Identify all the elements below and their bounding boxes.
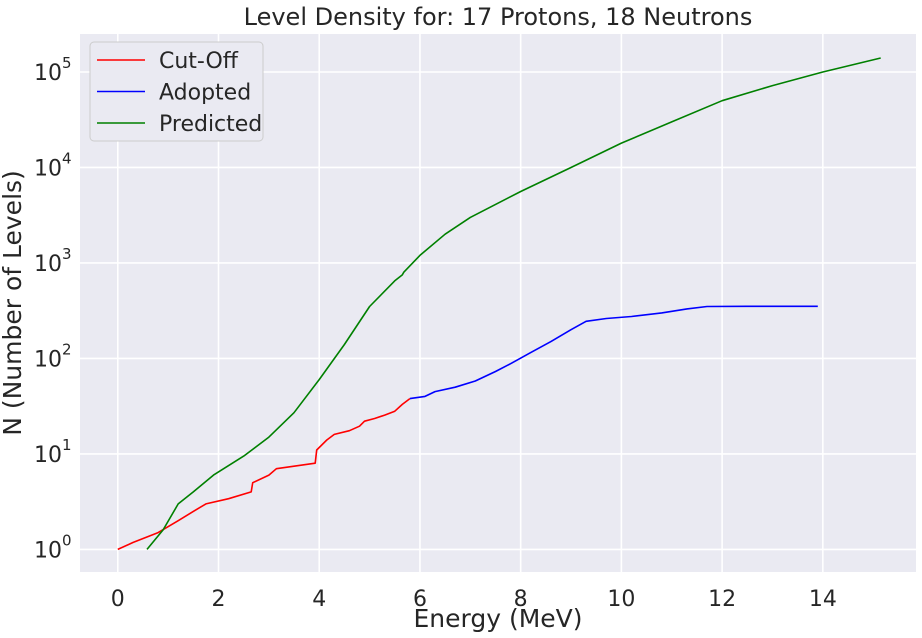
series-lines xyxy=(117,57,881,551)
x-tick-label: 12 xyxy=(708,587,736,612)
series-line-adopted xyxy=(409,305,818,400)
grid-lines xyxy=(80,34,916,572)
series-line-cut-off xyxy=(117,397,411,551)
legend-label-predicted: Predicted xyxy=(159,112,262,137)
series-line-predicted xyxy=(146,57,881,550)
chart-title: Level Density for: 17 Protons, 18 Neutro… xyxy=(244,3,753,31)
legend-label-cut-off: Cut-Off xyxy=(159,49,239,74)
x-tick-label: 8 xyxy=(514,587,528,612)
y-tick-label: 101 xyxy=(34,436,72,468)
y-tick-label: 104 xyxy=(34,149,72,181)
legend: Cut-Off Adopted Predicted xyxy=(89,41,264,142)
x-tick-label: 4 xyxy=(312,587,326,612)
y-tick-label: 100 xyxy=(34,531,72,563)
x-tick-label: 6 xyxy=(413,587,427,612)
x-tick-label: 0 xyxy=(111,587,125,612)
y-axis-label: N (Number of Levels) xyxy=(0,170,27,436)
y-tick-label: 102 xyxy=(34,340,72,372)
x-tick-label: 14 xyxy=(809,587,837,612)
x-tick-label: 10 xyxy=(607,587,635,612)
tick-labels: 0 2 4 6 8 10 12 14 100 101 102 103 104 105 xyxy=(34,54,837,612)
y-tick-label: 103 xyxy=(34,245,72,277)
legend-box xyxy=(89,41,264,142)
legend-label-adopted: Adopted xyxy=(159,81,251,106)
x-tick-label: 2 xyxy=(211,587,225,612)
x-axis-label: Energy (MeV) xyxy=(413,604,582,633)
y-tick-label: 105 xyxy=(34,54,72,86)
